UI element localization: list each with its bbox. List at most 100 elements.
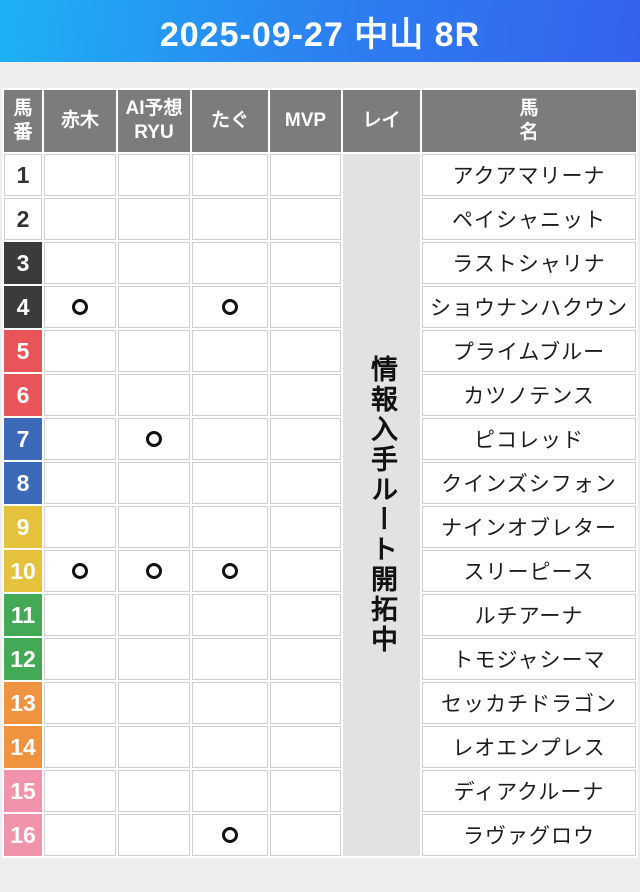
- mark-cell-tagu: [192, 154, 268, 196]
- mark-cell-ai_ryu: [118, 550, 190, 592]
- table-header-row: 馬番赤木 AI予想 RYU たぐ MVP レイ馬名: [4, 90, 636, 152]
- mark-cell-ai_ryu: [118, 770, 190, 812]
- mark-cell-tagu: [192, 418, 268, 460]
- mark-cell-ai_ryu: [118, 330, 190, 372]
- rei-status-cell: 情報入手ルート開拓中: [343, 154, 420, 856]
- mark-cell-akagi: [44, 682, 116, 724]
- horse-name: カツノテンス: [422, 374, 636, 416]
- column-header-ai_ryu: AI予想 RYU: [118, 90, 190, 152]
- mark-cell-akagi: [44, 418, 116, 460]
- horse-name: クインズシフォン: [422, 462, 636, 504]
- horse-name: ピコレッド: [422, 418, 636, 460]
- mark-cell-tagu: [192, 374, 268, 416]
- mark-cell-ai_ryu: [118, 198, 190, 240]
- horse-row-11: 11 ルチアーナ: [4, 594, 636, 636]
- mark-cell-tagu: [192, 814, 268, 856]
- column-header-num: 馬番: [4, 90, 42, 152]
- horse-row-3: 3 ラストシャリナ: [4, 242, 636, 284]
- mark-cell-tagu: [192, 506, 268, 548]
- horse-name: ペイシャニット: [422, 198, 636, 240]
- mark-cell-mvp: [270, 506, 341, 548]
- mark-cell-tagu: [192, 682, 268, 724]
- horse-name: セッカチドラゴン: [422, 682, 636, 724]
- horse-number-cell: 14: [4, 726, 42, 768]
- circle-mark-icon: [222, 298, 238, 315]
- mark-cell-ai_ryu: [118, 594, 190, 636]
- mark-cell-akagi: [44, 286, 116, 328]
- mark-cell-mvp: [270, 242, 341, 284]
- horse-row-9: 9 ナインオブレター: [4, 506, 636, 548]
- mark-cell-ai_ryu: [118, 154, 190, 196]
- horse-name: ナインオブレター: [422, 506, 636, 548]
- mark-cell-akagi: [44, 154, 116, 196]
- mark-cell-ai_ryu: [118, 462, 190, 504]
- horse-row-5: 5 プライムブルー: [4, 330, 636, 372]
- horse-number-cell: 1: [4, 154, 42, 196]
- horse-name: ラストシャリナ: [422, 242, 636, 284]
- prediction-table: 馬番赤木 AI予想 RYU たぐ MVP レイ馬名 1 情報入手ルート開拓中 アクアマリーナ 2…: [2, 88, 638, 858]
- column-header-tagu: たぐ: [192, 90, 268, 152]
- horse-name: ディアクルーナ: [422, 770, 636, 812]
- horse-row-2: 2 ペイシャニット: [4, 198, 636, 240]
- horse-row-10: 10 スリーピース: [4, 550, 636, 592]
- mark-cell-mvp: [270, 638, 341, 680]
- mark-cell-mvp: [270, 814, 341, 856]
- horse-number-cell: 2: [4, 198, 42, 240]
- horse-number-cell: 15: [4, 770, 42, 812]
- horse-row-16: 16 ラヴァグロウ: [4, 814, 636, 856]
- horse-name: アクアマリーナ: [422, 154, 636, 196]
- mark-cell-tagu: [192, 726, 268, 768]
- horse-name: ルチアーナ: [422, 594, 636, 636]
- mark-cell-tagu: [192, 330, 268, 372]
- mark-cell-tagu: [192, 638, 268, 680]
- horse-name: トモジャシーマ: [422, 638, 636, 680]
- circle-mark-icon: [146, 430, 162, 447]
- horse-row-7: 7 ピコレッド: [4, 418, 636, 460]
- column-header-rei: レイ: [343, 90, 420, 152]
- horse-row-15: 15 ディアクルーナ: [4, 770, 636, 812]
- mark-cell-ai_ryu: [118, 506, 190, 548]
- mark-cell-akagi: [44, 814, 116, 856]
- mark-cell-ai_ryu: [118, 418, 190, 460]
- rei-status-text: 情報入手ルート開拓中: [367, 355, 397, 655]
- mark-cell-akagi: [44, 462, 116, 504]
- horse-number-cell: 11: [4, 594, 42, 636]
- horse-number-cell: 16: [4, 814, 42, 856]
- horse-name: ショウナンハクウン: [422, 286, 636, 328]
- horse-number-cell: 4: [4, 286, 42, 328]
- horse-row-1: 1 情報入手ルート開拓中 アクアマリーナ: [4, 154, 636, 856]
- circle-mark-icon: [146, 562, 162, 579]
- mark-cell-mvp: [270, 726, 341, 768]
- horse-number-cell: 5: [4, 330, 42, 372]
- mark-cell-mvp: [270, 330, 341, 372]
- mark-cell-tagu: [192, 770, 268, 812]
- mark-cell-mvp: [270, 418, 341, 460]
- mark-cell-mvp: [270, 770, 341, 812]
- horse-number-cell: 3: [4, 242, 42, 284]
- horse-name: ラヴァグロウ: [422, 814, 636, 856]
- mark-cell-ai_ryu: [118, 726, 190, 768]
- horse-name: プライムブルー: [422, 330, 636, 372]
- mark-cell-mvp: [270, 462, 341, 504]
- horse-name: レオエンプレス: [422, 726, 636, 768]
- horse-row-4: 4 ショウナンハクウン: [4, 286, 636, 328]
- race-banner: 2025-09-27 中山 8R: [0, 0, 640, 62]
- mark-cell-tagu: [192, 550, 268, 592]
- mark-cell-ai_ryu: [118, 286, 190, 328]
- circle-mark-icon: [222, 562, 238, 579]
- column-header-name: 馬名: [422, 90, 636, 152]
- mark-cell-akagi: [44, 506, 116, 548]
- circle-mark-icon: [222, 826, 238, 843]
- circle-mark-icon: [72, 298, 88, 315]
- mark-cell-mvp: [270, 286, 341, 328]
- mark-cell-ai_ryu: [118, 242, 190, 284]
- mark-cell-tagu: [192, 462, 268, 504]
- mark-cell-tagu: [192, 286, 268, 328]
- column-header-akagi: 赤木: [44, 90, 116, 152]
- mark-cell-akagi: [44, 550, 116, 592]
- column-header-mvp: MVP: [270, 90, 341, 152]
- horse-row-13: 13 セッカチドラゴン: [4, 682, 636, 724]
- mark-cell-akagi: [44, 770, 116, 812]
- mark-cell-ai_ryu: [118, 682, 190, 724]
- mark-cell-tagu: [192, 242, 268, 284]
